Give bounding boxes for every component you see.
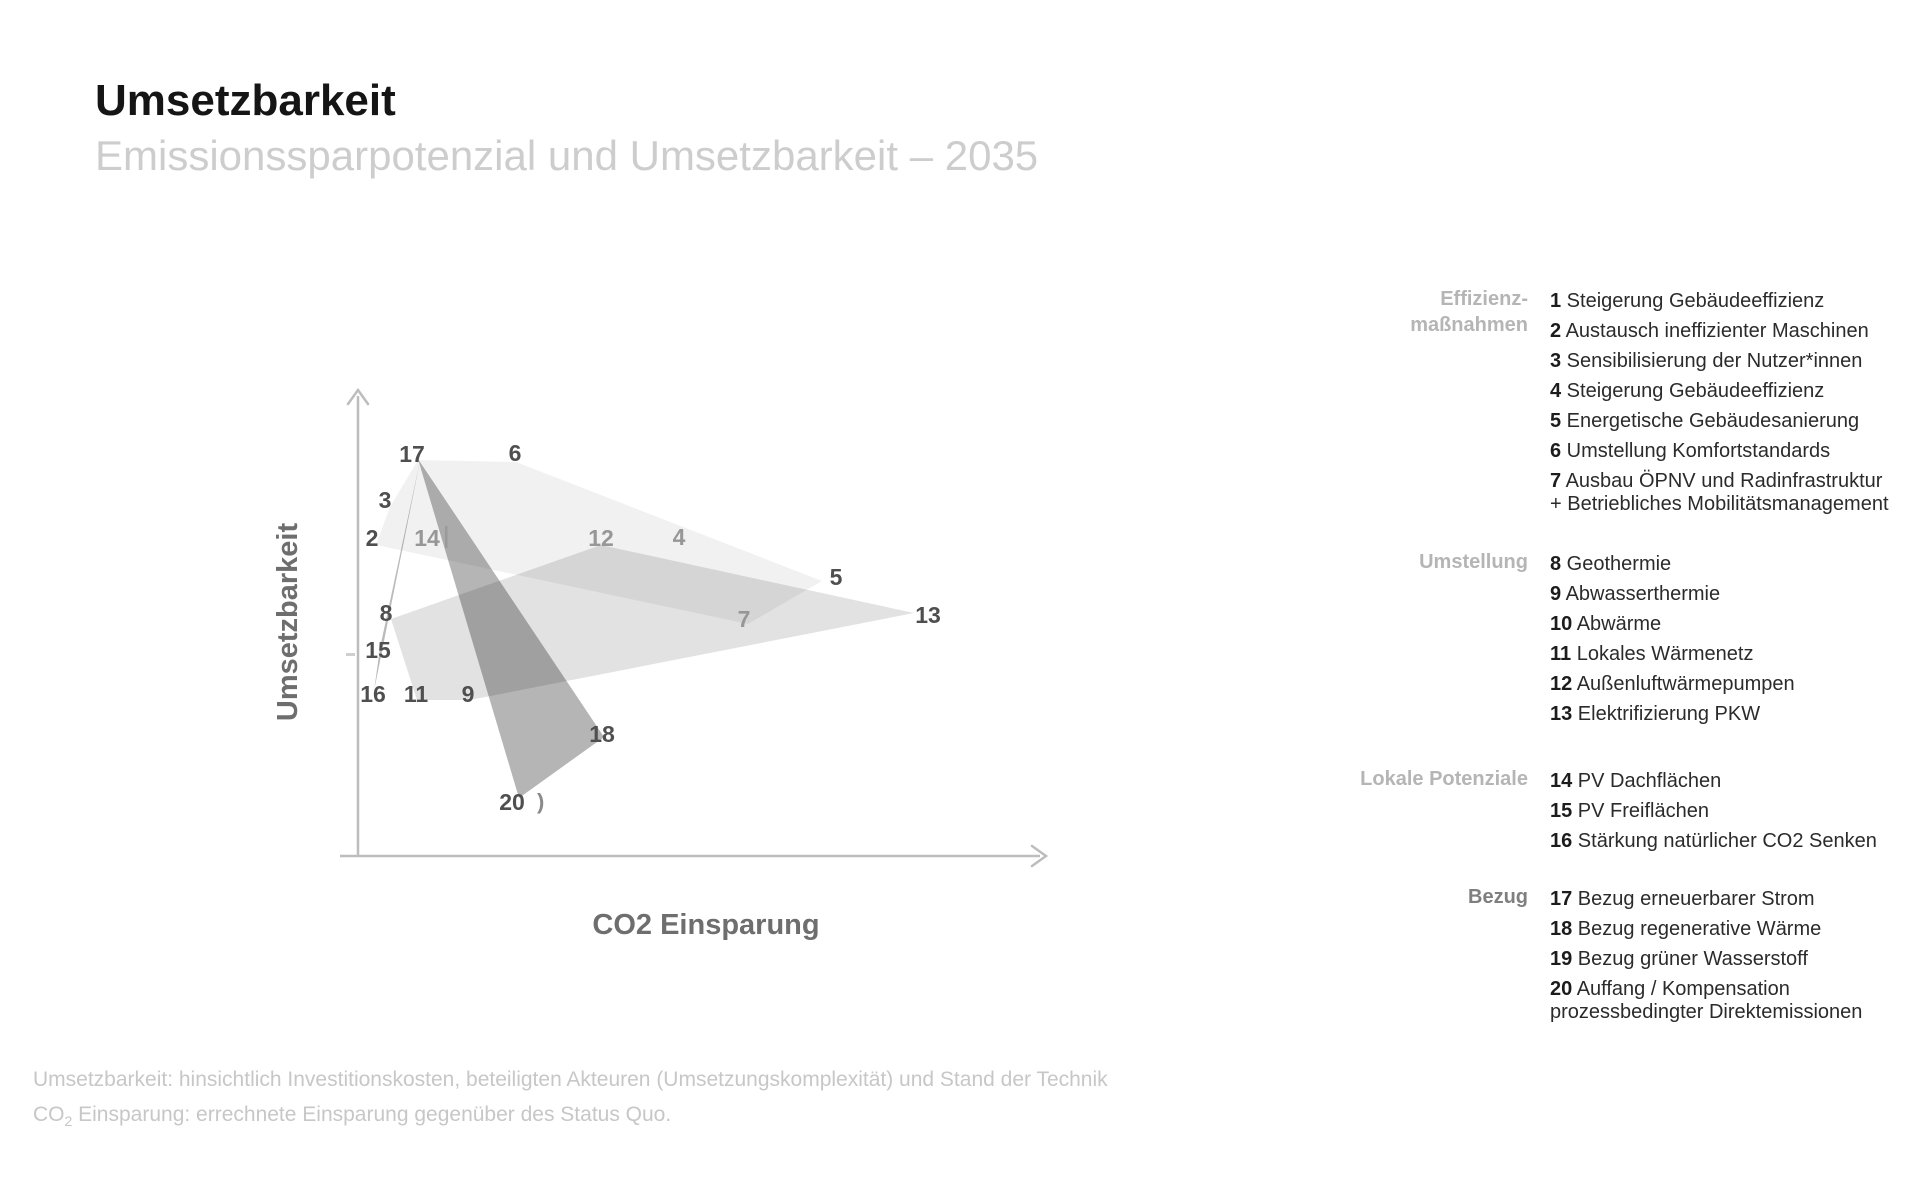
point-label-8: 8 [380,600,393,626]
point-label-4: 4 [673,524,686,550]
mark-paren: ) [537,789,544,814]
area-umstellung [391,545,914,700]
x-axis-title: CO2 Einsparung [592,909,819,941]
point-label-9: 9 [462,681,475,707]
y-axis-title: Umsetzbarkeit [272,523,304,722]
point-label-11: 11 [404,681,429,707]
point-label-17: 17 [399,441,425,467]
footnote-line-2: CO2 Einsparung: errechnete Einsparung ge… [33,1103,672,1130]
point-label-20: 20 [499,789,525,815]
area-effizienzmassnahmen [376,460,822,624]
footnote-line-1: Umsetzbarkeit: hinsichtlich Investitions… [33,1068,1108,1091]
x-axis-arrow-icon [1030,844,1049,868]
page-title: Umsetzbarkeit [95,76,396,125]
y-axis-tick [346,653,355,656]
y-axis-arrow-icon [346,387,370,406]
area-lokale-potenziale [374,461,420,691]
mark-bar [445,526,448,548]
point-label-12: 12 [588,525,614,551]
point-label-2: 2 [366,525,379,551]
point-label-5: 5 [830,564,843,590]
point-label-18: 18 [589,721,615,747]
point-label-15: 15 [365,637,391,663]
footnote: Umsetzbarkeit: hinsichtlich Investitions… [33,1062,1108,1139]
point-label-14: 14 [414,525,440,551]
point-label-7: 7 [738,606,751,632]
point-label-3: 3 [379,487,392,513]
area-bezug [418,459,604,798]
point-label-13: 13 [915,602,941,628]
point-label-6: 6 [509,440,522,466]
point-label-16: 16 [360,681,386,707]
page-subtitle: Emissionssparpotenzial und Umsetzbarkeit… [95,132,1039,179]
